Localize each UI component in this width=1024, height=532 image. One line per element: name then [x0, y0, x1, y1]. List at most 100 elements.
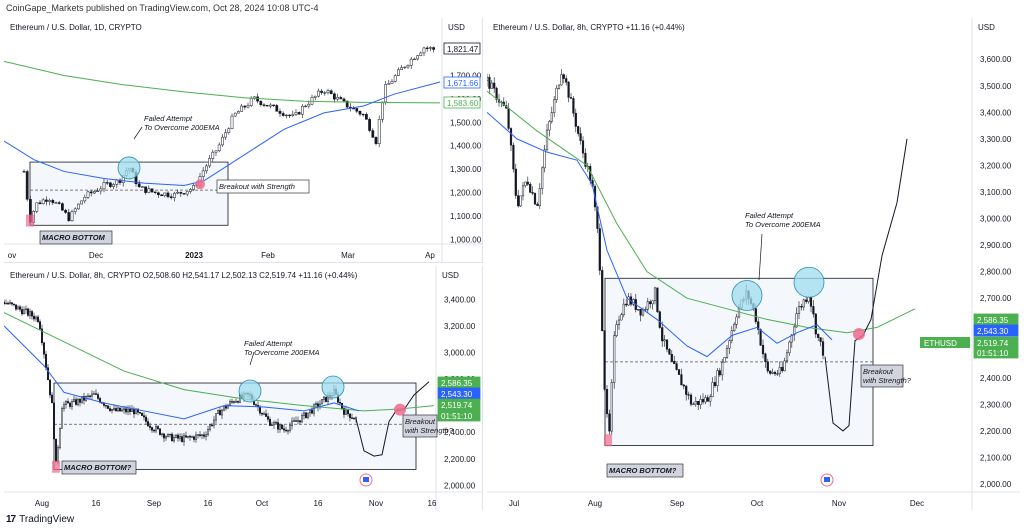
candle-body	[304, 105, 307, 108]
candle-body	[627, 296, 630, 306]
candle-body	[776, 373, 779, 375]
candle-body	[555, 88, 558, 100]
candle	[211, 422, 213, 427]
candle-body	[187, 435, 189, 438]
candle-body	[365, 114, 368, 120]
candle-body	[651, 300, 654, 305]
candle-body	[225, 406, 227, 409]
price-label-text: 01:51:10	[441, 412, 473, 421]
chart-panel-8h-large[interactable]: Ethereum / U.S. Dollar, 8h, CRYPTO +11.1…	[487, 18, 1020, 510]
candle	[697, 401, 700, 411]
candle-body	[169, 433, 171, 436]
candle-body	[352, 108, 355, 110]
candle	[701, 393, 705, 405]
candle-body	[133, 409, 135, 415]
candle-body	[25, 308, 27, 311]
candle	[682, 384, 685, 390]
candle	[4, 299, 5, 306]
candle	[680, 368, 683, 386]
candle-body	[155, 426, 157, 432]
candle	[526, 176, 529, 187]
candle	[670, 350, 673, 362]
candle-body	[733, 324, 736, 332]
candle-body	[153, 429, 155, 432]
candle	[187, 435, 189, 439]
candle	[163, 192, 167, 198]
candle-body	[653, 287, 657, 301]
candle-body	[514, 168, 517, 196]
candle	[307, 412, 309, 420]
candle-body	[109, 408, 111, 411]
candle-body	[524, 181, 527, 187]
candle	[197, 434, 199, 439]
candle	[139, 411, 141, 414]
candle-body	[27, 308, 29, 316]
candle	[105, 179, 109, 186]
candle-body	[201, 170, 205, 177]
candle-body	[65, 401, 67, 405]
x-tick-label: ov	[8, 251, 16, 260]
candle	[209, 423, 211, 432]
chart-panel-1d[interactable]: Ethereum / U.S. Dollar, 1D, CRYPTO USD 1,0…	[4, 18, 483, 263]
candle-body	[512, 144, 515, 170]
ema200-line	[487, 90, 916, 334]
candle	[25, 169, 29, 202]
candle	[201, 167, 205, 181]
candle-body	[311, 409, 313, 414]
candle	[51, 198, 55, 205]
candle-body	[69, 402, 71, 407]
candle-body	[533, 193, 537, 205]
y-tick-label: 3,200.00	[980, 161, 1012, 170]
p2-svg: Ethereum / U.S. Dollar, 8h, CRYPTO O2,50…	[4, 266, 482, 510]
candle-body	[805, 299, 808, 302]
y-tick-label: 3,000.00	[980, 215, 1012, 224]
candle-body	[22, 171, 26, 173]
candle-body	[64, 209, 67, 213]
candle-body	[323, 92, 327, 94]
candle	[289, 422, 291, 433]
candle-body	[665, 339, 669, 350]
candle	[293, 417, 295, 423]
candle	[625, 298, 628, 307]
candle	[429, 46, 432, 52]
candle	[709, 393, 712, 407]
candle	[35, 315, 37, 322]
annotation-leader	[249, 351, 255, 366]
candle-body	[211, 424, 213, 426]
candle-body	[711, 382, 714, 397]
macro-bottom-marker	[604, 434, 612, 447]
candle	[303, 411, 305, 420]
candle-body	[115, 179, 119, 185]
chart-title: Ethereum / U.S. Dollar, 8h, CRYPTO O2,50…	[10, 271, 358, 280]
price-label-text: 2,586.35	[441, 379, 473, 388]
candle	[728, 339, 731, 354]
candle	[279, 423, 281, 433]
candle-body	[529, 183, 532, 193]
candle	[304, 104, 307, 108]
candle	[565, 75, 568, 86]
x-tick-label: Oct	[256, 499, 269, 508]
candle-body	[323, 396, 325, 400]
candle	[41, 324, 43, 346]
candle	[278, 108, 282, 117]
candle-body	[353, 417, 355, 420]
candle-body	[321, 399, 323, 405]
chart-panel-8h-small[interactable]: Ethereum / U.S. Dollar, 8h, CRYPTO O2,50…	[4, 266, 483, 510]
candle	[685, 384, 688, 401]
candle-body	[205, 434, 207, 437]
candle-body	[51, 394, 53, 404]
candle-body	[295, 420, 297, 422]
price-axis-unit: USD	[448, 23, 465, 32]
candle	[490, 80, 493, 89]
price-label-text: 2,543.30	[441, 390, 473, 399]
candle	[785, 349, 789, 364]
candle	[505, 100, 508, 110]
candle-body	[368, 119, 371, 131]
candle-body	[105, 182, 109, 184]
candle-body	[299, 420, 301, 423]
candle-body	[668, 348, 671, 355]
candle	[45, 196, 48, 206]
y-tick-label: 3,300.00	[980, 135, 1012, 144]
price-axis-unit: USD	[442, 271, 459, 280]
candle-body	[179, 436, 181, 439]
